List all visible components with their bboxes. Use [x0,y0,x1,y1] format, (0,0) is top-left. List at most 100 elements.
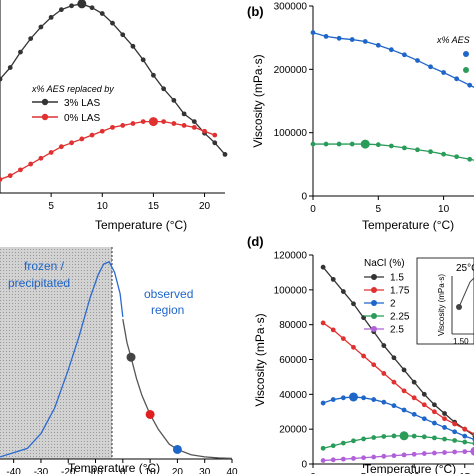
panel-a-series [0,0,228,182]
data-point-a-1-10 [99,128,105,134]
data-point-a-1-2 [18,167,23,173]
data-point-d-1-9 [411,395,417,401]
data-point-b-1-6 [388,143,394,149]
data-point-a-0-14 [140,57,146,63]
data-point-d-3-4 [361,436,366,442]
data-point-d-4-14 [462,449,468,455]
x-tick-label-b-2: 10 [438,204,450,215]
x-tick-label-a-1: 10 [97,201,109,212]
panel-d-series [320,264,474,463]
data-point-a-1-12 [120,123,126,128]
inset-line [458,277,474,308]
data-point-a-1-11 [110,124,115,130]
x-tick-label-c-4: 0 [120,467,126,474]
panel-d-y-axis-title: Viscosity (mPa·s) [253,313,267,406]
data-point-a-0-18 [181,111,187,117]
data-point-d-0-3 [351,301,356,307]
x-tick-label-b-0: 0 [310,204,316,215]
y-tick-label-b-3: 300000 [274,2,308,13]
data-point-a-0-17 [171,97,177,103]
data-point-a-1-1 [7,173,13,179]
panel-b: (b) 0 5 10 0 100000 200000 300000 Viscosity (m… [247,2,474,232]
x-tick-label-b-1: 5 [376,204,382,215]
data-point-d-2-9 [411,411,417,417]
data-point-a-1-18 [181,123,187,128]
y-tick-label-b-1: 100000 [274,128,308,139]
data-point-d-4-4 [361,455,366,461]
data-point-b-0-9 [428,64,433,70]
data-point-d-2-5 [371,397,377,402]
data-point-d-1-4 [361,353,366,359]
data-point-b-1-12 [467,156,473,162]
series-line-a-1 [0,120,216,181]
x-tick-label-c-3: -10 [88,467,103,474]
y-tick-label-b-2: 200000 [274,65,308,76]
legend-label-nacl-1: 1.75 [390,286,410,297]
panel-d-ticks: 0 5 10 15 0 20000 40000 60000 80000 100000 120000 [274,251,471,474]
panel-b-ticks: 0 5 10 0 100000 200000 300000 [274,2,450,216]
x-tick-label-c-2: -20 [61,467,76,474]
data-point-b-0-8 [415,58,420,63]
inset-x-tick-label: 1.50 [453,337,469,346]
data-point-d-1-7 [391,379,397,385]
data-point-d-3-12 [442,436,447,442]
legend-marker-0las [41,113,49,121]
data-point-a-0-16 [161,86,167,92]
data-point-b-1-3 [349,141,355,147]
data-point-d-4-2 [340,456,346,462]
data-point-a-1-7 [69,140,74,146]
data-point-d-4-12 [442,450,447,455]
data-point-a-0-3 [28,36,34,41]
x-tick-label-c-6: 20 [172,467,184,474]
data-point-a-0-13 [130,43,136,49]
legend-marker-nacl-0 [371,274,377,280]
data-point-d-2-14 [462,433,468,439]
data-point-a-1-4 [38,155,44,161]
data-point-d-4-8 [401,452,407,458]
data-point-b-0-7 [402,52,407,58]
data-point-a-0-12 [120,32,126,38]
x-tick-label-d-1: 5 [361,472,367,474]
data-point-d-0-9 [411,379,417,385]
series-line-a-0 [0,3,226,155]
y-tick-label-d-3: 60000 [279,355,307,366]
data-point-d-2-7 [391,403,397,409]
data-point-d-0-12 [442,411,447,416]
panel-a: 5 10 15 20 Temperature (°C) x% AES replaced… [0,0,228,232]
legend-marker-nacl-1 [371,287,377,293]
data-point-d-2-11 [432,420,437,426]
data-point-d-3-0 [320,445,326,451]
y-tick-label-d-4: 80000 [279,320,307,331]
y-tick-label-d-6: 120000 [274,251,308,262]
x-tick-label-c-5: 10 [145,467,157,474]
data-point-d-3-6 [381,434,387,439]
data-point-a-1-17 [171,121,177,126]
data-point-a-1-15 [148,117,158,127]
data-point-a-0-5 [48,14,54,20]
y-tick-label-d-1: 20000 [279,425,307,436]
data-point-b-0-0 [310,30,316,35]
observed-label-line2: region [151,303,184,317]
data-point-b-1-11 [454,154,460,160]
data-point-b-0-11 [454,76,460,82]
data-point-d-4-9 [411,451,417,457]
data-point-d-4-6 [381,453,387,459]
data-point-d-4-5 [371,454,377,460]
data-point-d-2-13 [452,429,458,435]
data-point-a-0-1 [7,65,13,70]
data-point-d-1-0 [320,320,326,326]
data-point-d-4-3 [351,456,356,461]
legend-marker-nacl-4 [371,326,377,332]
x-tick-label-a-0: 5 [48,201,54,212]
x-tick-label-d-3: 15 [459,472,471,474]
data-point-d-0-7 [391,355,397,361]
data-point-b-1-1 [323,141,329,147]
x-tick-label-c-0: -40 [6,467,21,474]
data-point-d-3-7 [391,433,397,439]
panel-d-x-axis-title: Temperature (°C) [364,462,456,474]
data-point-d-0-8 [401,367,407,373]
y-tick-label-d-0: 0 [301,460,307,471]
series-line-d-3 [322,435,474,449]
data-point-d-4-1 [330,457,336,463]
